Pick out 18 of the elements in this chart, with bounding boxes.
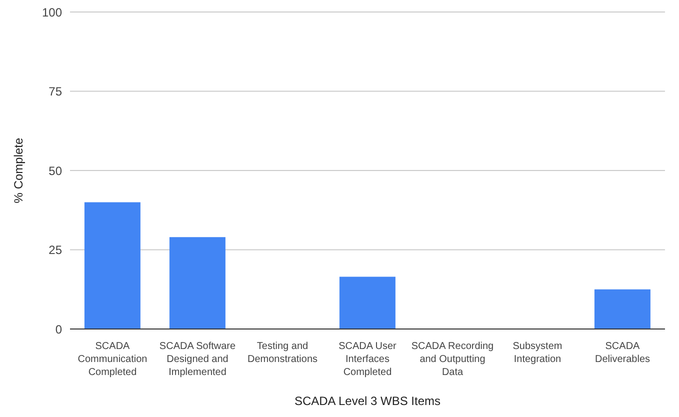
y-tick-label: 25: [48, 243, 62, 258]
y-axis-title: % Complete: [11, 138, 26, 204]
y-tick-label: 75: [48, 84, 62, 99]
bar: [84, 202, 140, 329]
x-tick-label: SCADA Software Designed and Implemented: [159, 341, 236, 378]
bar: [594, 289, 650, 329]
x-tick-label: SCADA User Interfaces Completed: [338, 341, 398, 378]
x-tick-label: Subsystem Integration: [512, 341, 562, 365]
x-tick-label: SCADA Deliverables: [594, 341, 650, 365]
x-axis-title: SCADA Level 3 WBS Items: [294, 394, 441, 408]
x-tick-label: Testing and Demonstrations: [247, 341, 318, 365]
y-tick-label: 100: [42, 5, 62, 20]
y-tick-label: 50: [48, 164, 62, 178]
x-tick-label: SCADA Recording and Outputting Data: [411, 341, 494, 378]
bar: [169, 237, 226, 329]
x-tick-label: SCADA Communication Completed: [78, 341, 148, 378]
bar: [339, 276, 396, 329]
y-tick-label: 0: [55, 322, 62, 336]
